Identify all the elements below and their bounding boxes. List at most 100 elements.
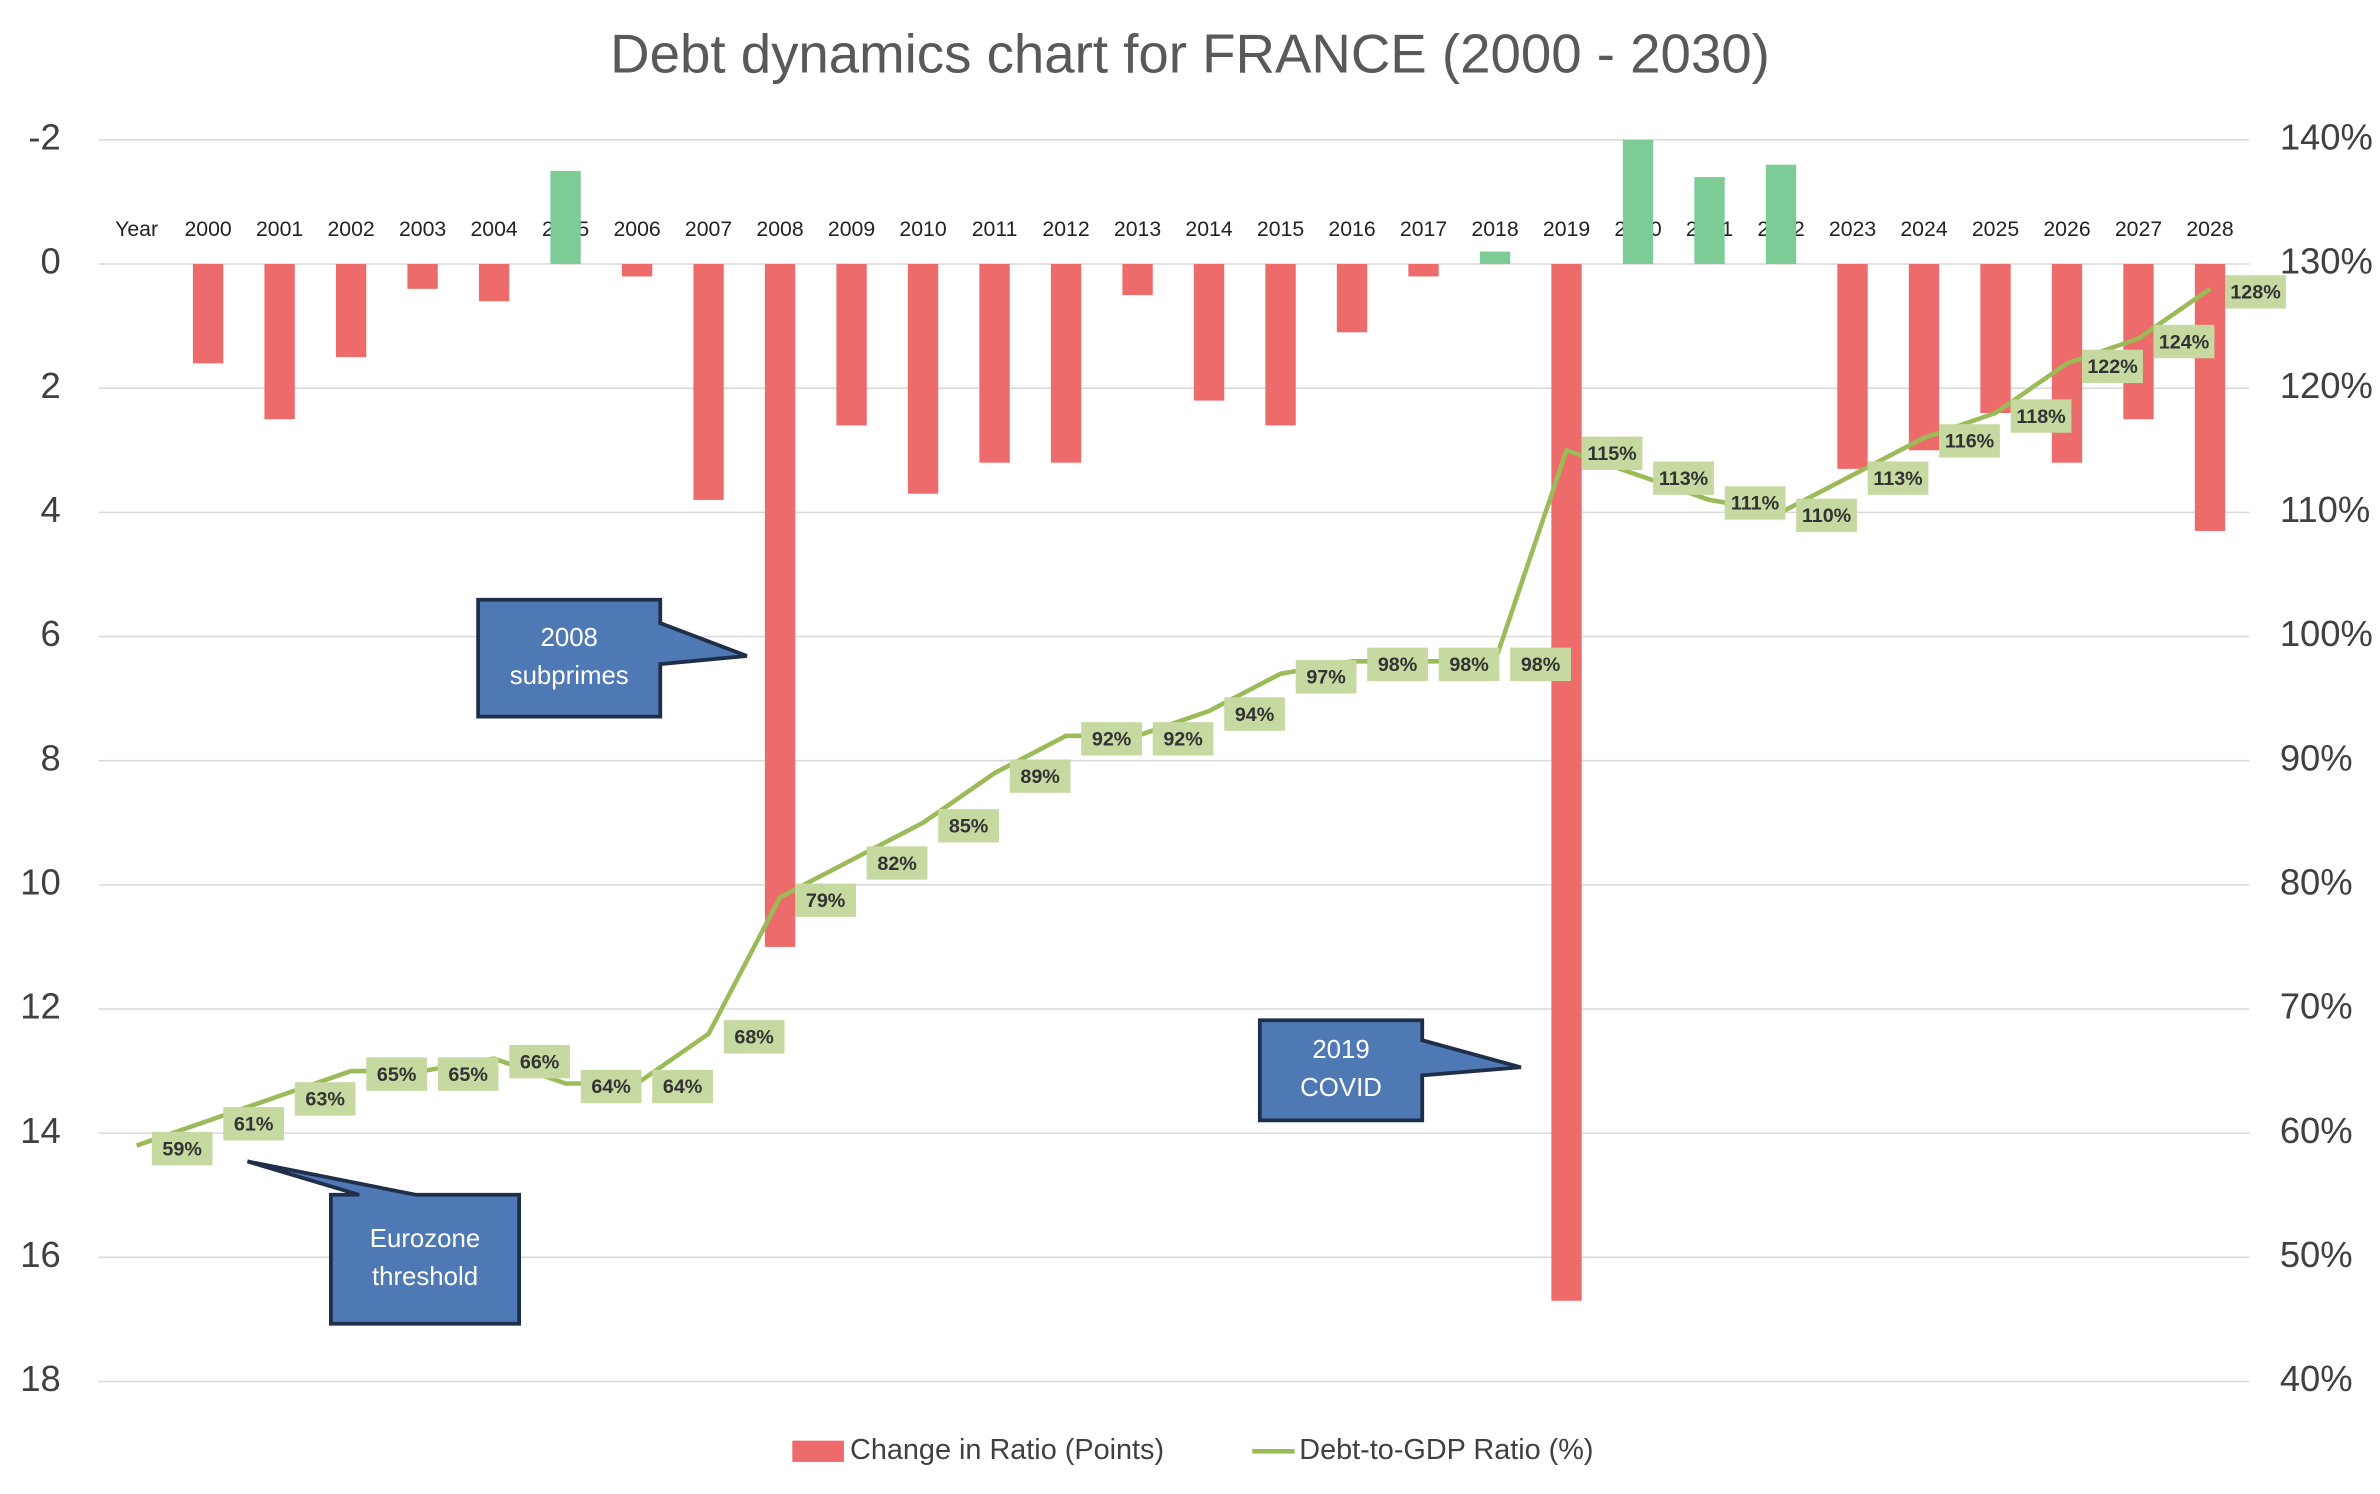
bar bbox=[621, 264, 653, 277]
data-label: 122% bbox=[2087, 356, 2138, 378]
data-label-box bbox=[1939, 424, 2000, 458]
bar bbox=[836, 264, 867, 426]
y-tick-label: 18 bbox=[20, 1358, 61, 1399]
bar bbox=[693, 264, 724, 500]
legend-label: Debt-to-GDP Ratio (%) bbox=[1299, 1434, 1593, 1466]
callout-box bbox=[246, 1159, 522, 1326]
bar bbox=[1050, 264, 1082, 463]
data-label: 61% bbox=[234, 1113, 274, 1135]
data-label: 82% bbox=[877, 853, 917, 875]
x-tick-label: 2009 bbox=[828, 217, 875, 241]
data-label-box bbox=[509, 1044, 570, 1079]
data-label-group: 113% bbox=[1653, 461, 1714, 495]
data-label: 68% bbox=[734, 1027, 774, 1049]
x-tick-label: 2014 bbox=[1185, 217, 1232, 241]
bar bbox=[478, 264, 510, 302]
data-label-box bbox=[795, 883, 856, 917]
bar bbox=[1694, 177, 1725, 265]
bar bbox=[550, 170, 581, 265]
bar bbox=[764, 264, 796, 947]
data-label-group: 97% bbox=[1295, 660, 1357, 694]
data-label: 116% bbox=[1945, 431, 1995, 453]
data-label-group: 63% bbox=[294, 1082, 356, 1116]
data-label-box bbox=[1295, 660, 1357, 694]
data-label-group: 68% bbox=[723, 1020, 785, 1054]
y-tick-label: 10 bbox=[20, 861, 61, 902]
callout: Eurozone threshold bbox=[246, 1159, 522, 1326]
data-label: 115% bbox=[1587, 443, 1637, 465]
data-label-box bbox=[1581, 436, 1643, 470]
x-tick-label: 2027 bbox=[2115, 217, 2162, 241]
y2-tick-label: 90% bbox=[2280, 737, 2353, 778]
data-label: 128% bbox=[2230, 282, 2281, 304]
callout-text: threshold bbox=[372, 1263, 478, 1291]
chart-title: Debt dynamics chart for FRANCE (2000 - 2… bbox=[610, 23, 1770, 84]
bar bbox=[264, 264, 295, 420]
bar bbox=[1622, 139, 1654, 265]
y2-tick-label: 60% bbox=[2280, 1110, 2353, 1151]
data-label: 64% bbox=[663, 1076, 703, 1098]
data-label-box bbox=[151, 1131, 213, 1166]
data-label-group: 110% bbox=[1796, 498, 1857, 533]
data-label: 85% bbox=[949, 816, 989, 838]
data-label-box bbox=[2010, 399, 2072, 433]
callout: 2008 subprimes bbox=[476, 597, 748, 719]
x-tick-label: 2004 bbox=[470, 217, 517, 241]
bar bbox=[979, 264, 1010, 463]
x-tick-label: 2017 bbox=[1400, 217, 1447, 241]
x-tick-label: Year bbox=[115, 217, 158, 241]
bar bbox=[1122, 264, 1153, 296]
callout-text: 2019 bbox=[1312, 1036, 1369, 1064]
data-label-group: 89% bbox=[1009, 759, 1071, 793]
y-tick-label: 2 bbox=[40, 365, 60, 406]
x-tick-label: 2011 bbox=[972, 217, 1018, 241]
x-tick-label: 2023 bbox=[1829, 217, 1876, 241]
data-label-box bbox=[1724, 486, 1786, 520]
data-label: 97% bbox=[1306, 667, 1346, 689]
y2-tick-label: 80% bbox=[2280, 861, 2353, 902]
data-label: 64% bbox=[591, 1076, 631, 1098]
data-label-group: 94% bbox=[1224, 697, 1285, 731]
y-tick-label: -2 bbox=[28, 116, 60, 157]
x-tick-label: 2024 bbox=[1900, 217, 1947, 241]
y2-tick-label: 100% bbox=[2280, 613, 2373, 654]
x-tick-label: 2001 bbox=[256, 217, 303, 241]
x-tick-label: 2026 bbox=[2043, 217, 2090, 241]
x-tick-label: 2013 bbox=[1114, 217, 1161, 241]
bar bbox=[335, 264, 367, 358]
bar bbox=[1336, 264, 1368, 333]
y2-tick-label: 140% bbox=[2280, 116, 2373, 157]
data-label-group: 59% bbox=[151, 1131, 213, 1166]
x-tick-label: 2010 bbox=[899, 217, 946, 241]
data-label-group: 66% bbox=[509, 1044, 570, 1079]
data-label-group: 98% bbox=[1510, 647, 1571, 682]
line bbox=[135, 286, 2212, 1148]
data-label-group: 61% bbox=[223, 1107, 284, 1141]
callout-box bbox=[1257, 1018, 1522, 1123]
data-label: 92% bbox=[1163, 729, 1203, 751]
data-label-box bbox=[652, 1069, 713, 1104]
bar bbox=[907, 264, 939, 494]
data-label-box bbox=[1653, 461, 1714, 495]
data-label-group: 116% bbox=[1939, 424, 2000, 458]
data-label: 79% bbox=[806, 890, 846, 912]
bar bbox=[192, 264, 224, 364]
data-label: 59% bbox=[162, 1138, 202, 1160]
data-label: 98% bbox=[1378, 654, 1418, 676]
data-label: 65% bbox=[448, 1064, 488, 1086]
bar bbox=[2194, 264, 2226, 531]
x-tick-label: 2006 bbox=[613, 217, 660, 241]
x-tick-label: 2018 bbox=[1471, 217, 1518, 241]
data-label-group: 122% bbox=[2082, 349, 2143, 384]
y2-tick-label: 50% bbox=[2280, 1234, 2353, 1275]
data-label-box bbox=[580, 1069, 642, 1104]
y2-tick-label: 110% bbox=[2280, 489, 2370, 530]
data-label-box bbox=[1152, 722, 1214, 756]
callout-box bbox=[476, 597, 748, 719]
data-label-box bbox=[2082, 349, 2143, 384]
y-tick-label: 4 bbox=[40, 489, 60, 530]
data-label-group: 92% bbox=[1081, 722, 1142, 756]
y-tick-label: 6 bbox=[40, 613, 60, 654]
